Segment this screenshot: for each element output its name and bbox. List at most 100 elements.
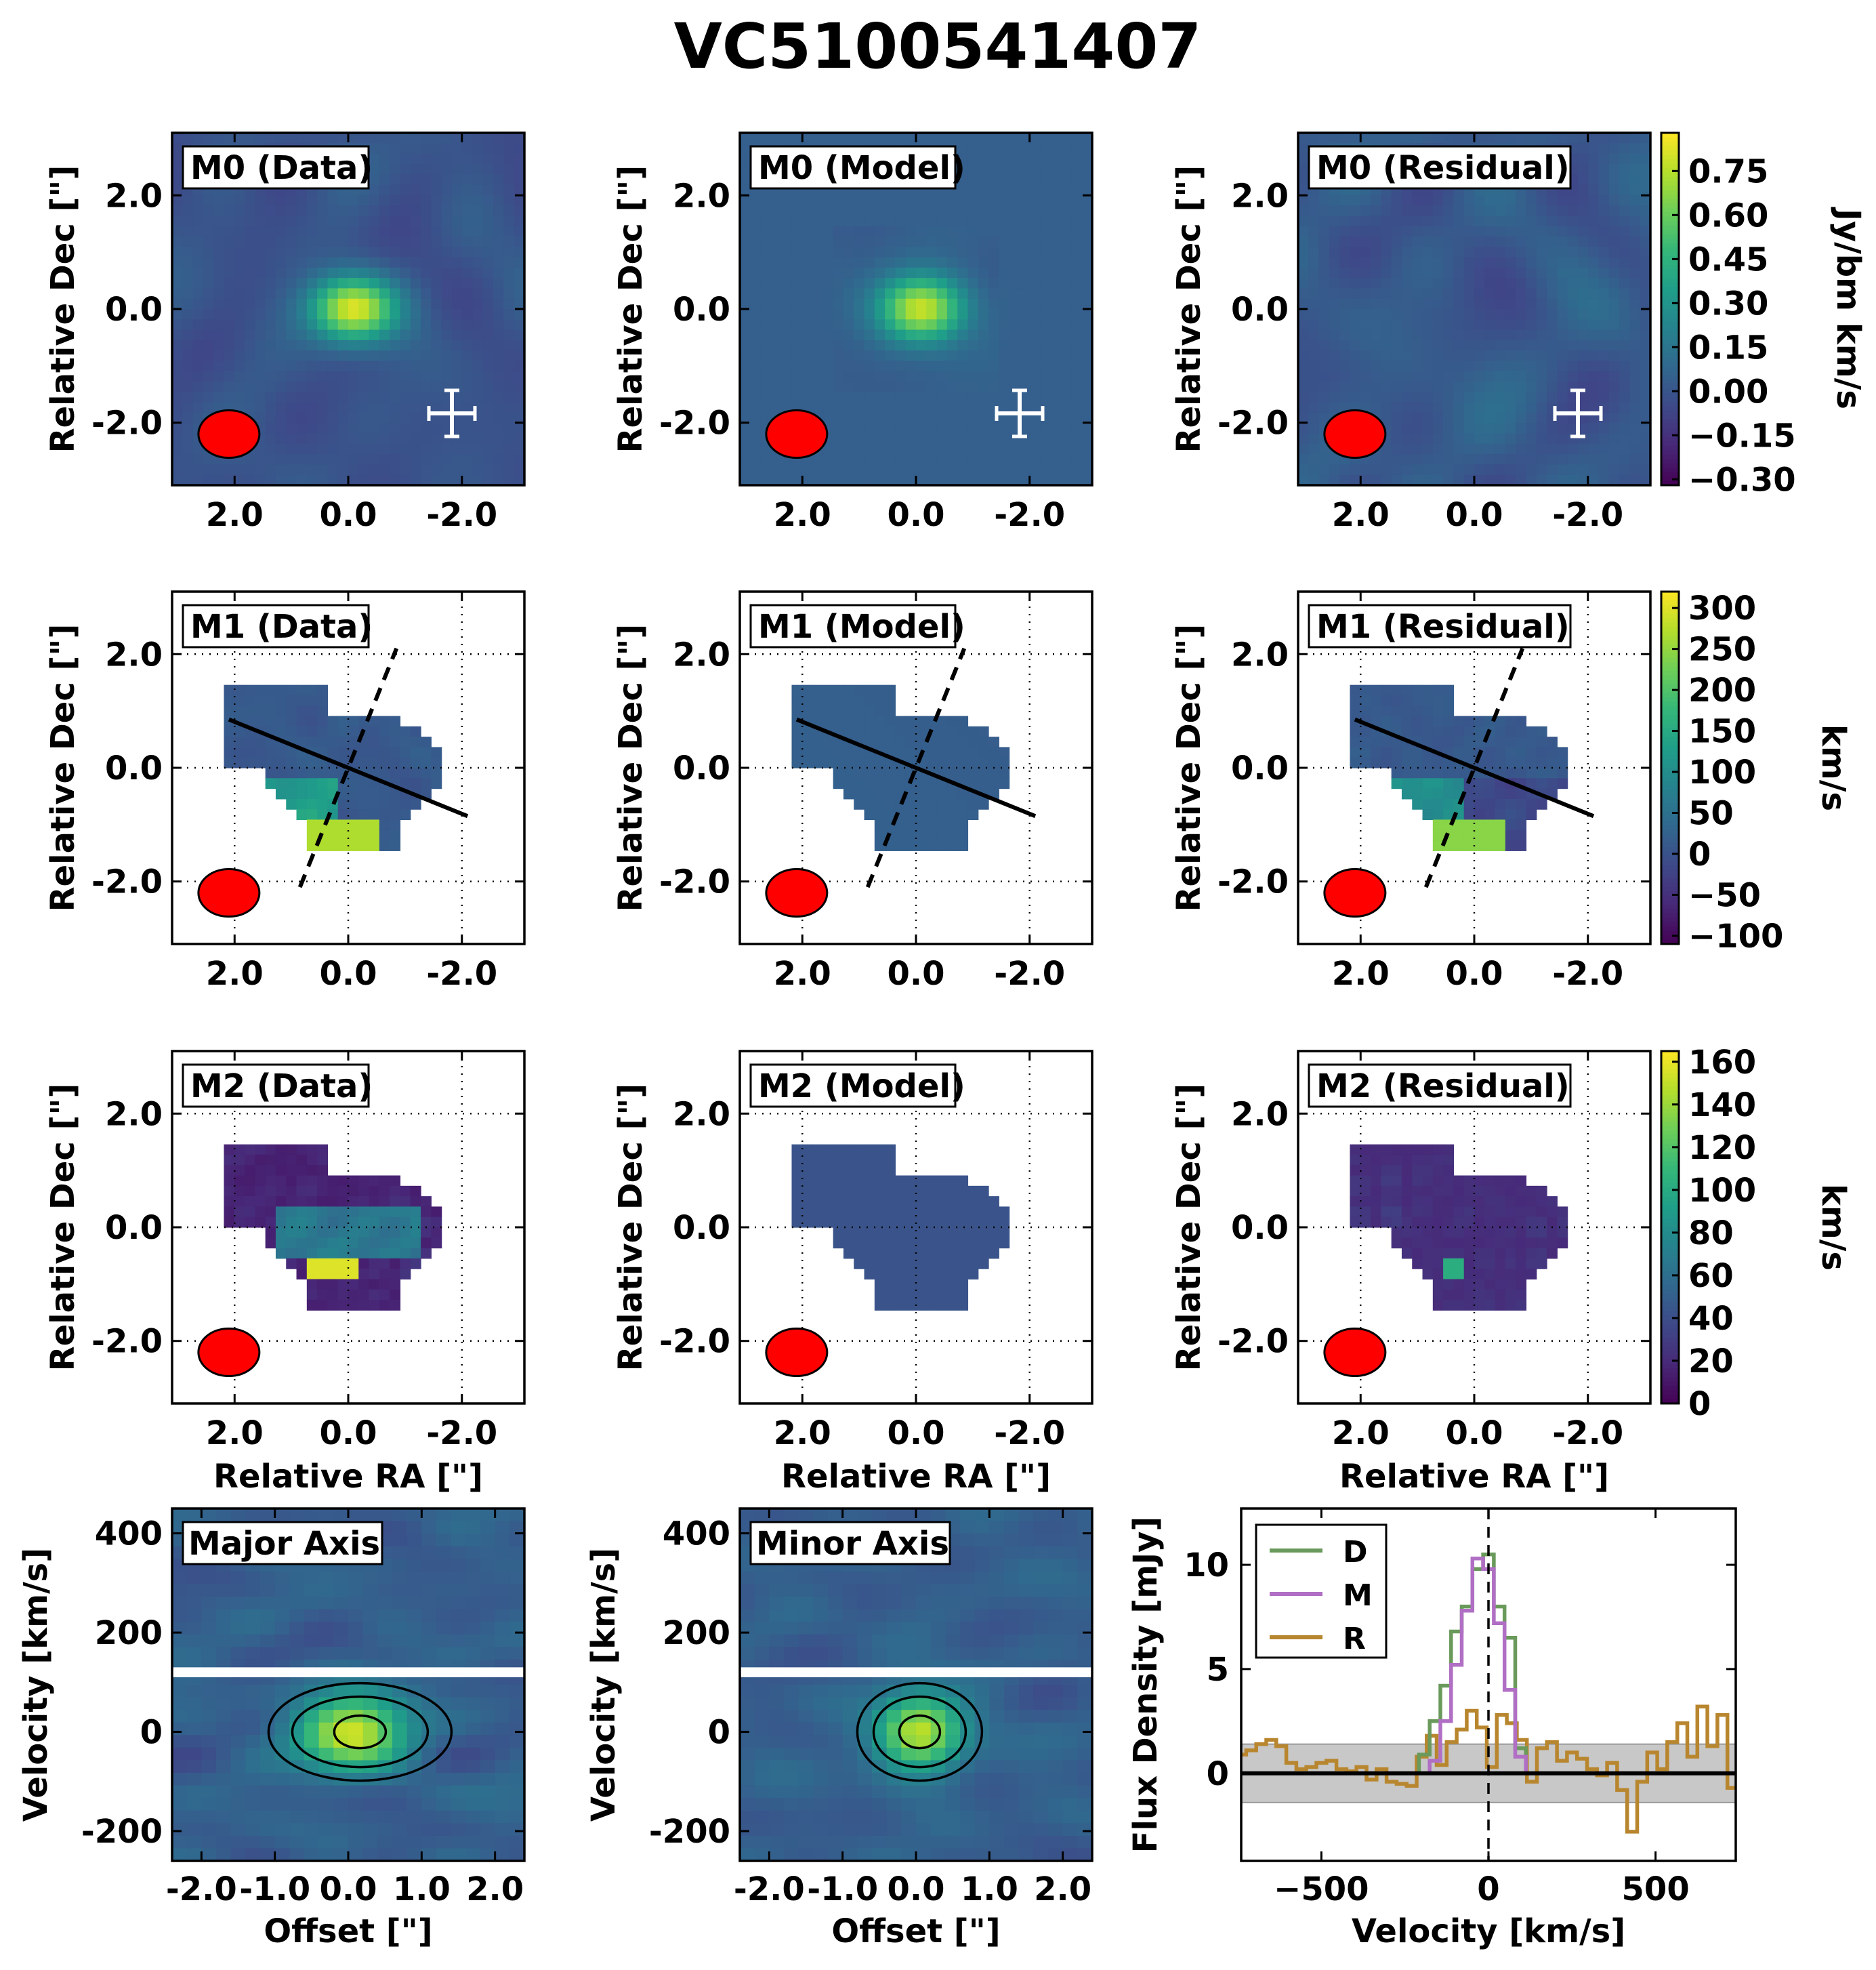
map-pixel (1298, 174, 1309, 186)
map-pixel (864, 309, 875, 320)
map-pixel (1547, 267, 1558, 279)
map-pixel (1443, 423, 1455, 434)
map-pixel (885, 361, 896, 372)
map-pixel (245, 1216, 255, 1228)
map-pixel (905, 298, 917, 310)
map-pixel (854, 1196, 865, 1208)
map-pixel (1371, 236, 1381, 247)
map-pixel (1381, 361, 1392, 372)
map-pixel (1484, 433, 1496, 445)
map-pixel (1412, 695, 1423, 706)
map-pixel (740, 143, 751, 155)
map-pixel (379, 1196, 390, 1208)
map-pixel (245, 288, 255, 300)
map-pixel (1019, 236, 1030, 247)
map-pixel (1040, 153, 1051, 165)
map-pixel (265, 768, 276, 779)
map-pixel (1557, 319, 1568, 331)
map-pixel (379, 757, 390, 768)
map-pixel (224, 1206, 235, 1218)
map-pixel (770, 205, 782, 216)
map-pixel (791, 705, 803, 717)
map-pixel (1516, 267, 1527, 279)
map-pixel (337, 1185, 349, 1197)
map-pixel (1030, 257, 1041, 268)
panel-label: M1 (Model) (758, 608, 965, 646)
map-pixel (822, 1175, 834, 1187)
map-pixel (1308, 350, 1320, 362)
map-pixel (750, 298, 762, 310)
map-pixel (296, 371, 308, 382)
map-pixel (978, 143, 989, 155)
map-pixel (1071, 350, 1083, 362)
map-pixel (275, 788, 287, 800)
map-pixel (379, 184, 390, 196)
map-pixel (1453, 350, 1465, 362)
map-pixel (926, 757, 938, 768)
map-pixel (833, 1237, 844, 1249)
map-pixel (770, 454, 782, 466)
map-pixel (172, 340, 183, 351)
map-pixel (213, 216, 225, 227)
map-pixel (1588, 298, 1600, 310)
map-pixel (441, 392, 453, 403)
map-pixel (864, 788, 875, 800)
map-pixel (503, 474, 515, 486)
map-pixel (801, 340, 813, 351)
map-pixel (337, 1206, 349, 1218)
map-pixel (946, 371, 958, 382)
map-pixel (1453, 329, 1465, 341)
map-pixel (1474, 257, 1485, 268)
map-pixel (1350, 1185, 1361, 1197)
map-pixel (1536, 247, 1547, 258)
map-pixel (472, 350, 484, 362)
map-pixel (1432, 778, 1444, 789)
map-pixel (1391, 412, 1402, 424)
map-pixel (874, 1144, 885, 1155)
map-pixel (1019, 361, 1030, 372)
map-pixel (988, 737, 999, 748)
map-pixel (801, 1165, 813, 1176)
map-pixel (926, 1279, 938, 1290)
map-pixel (895, 236, 906, 247)
map-pixel (1412, 1185, 1423, 1197)
map-pixel (905, 1206, 917, 1218)
map-pixel (1432, 454, 1444, 466)
map-pixel (172, 205, 183, 216)
map-pixel (245, 474, 255, 486)
map-pixel (275, 267, 287, 279)
map-pixel (895, 1196, 906, 1208)
map-pixel (1030, 309, 1041, 320)
map-pixel (1412, 1248, 1423, 1259)
map-pixel (895, 819, 906, 831)
map-pixel (988, 392, 999, 403)
map-pixel (1557, 257, 1568, 268)
map-pixel (306, 1237, 318, 1249)
map-pixel (1422, 705, 1434, 717)
map-pixel (1619, 329, 1631, 341)
map-pixel (255, 1185, 266, 1197)
map-pixel (337, 737, 349, 748)
map-pixel (441, 133, 453, 144)
map-pixel (854, 247, 865, 258)
map-pixel (472, 319, 484, 331)
map-pixel (203, 194, 214, 206)
map-pixel (791, 236, 803, 247)
map-pixel (286, 205, 297, 216)
map-pixel (833, 695, 844, 706)
map-pixel (224, 319, 235, 331)
map-pixel (1381, 194, 1392, 206)
map-pixel (1432, 309, 1444, 320)
map-pixel (1432, 329, 1444, 341)
map-pixel (936, 443, 948, 455)
map-pixel (1071, 371, 1083, 382)
map-pixel (1050, 267, 1062, 279)
map-pixel (1298, 443, 1309, 455)
map-pixel (833, 361, 844, 372)
map-pixel (306, 716, 318, 727)
map-pixel (1081, 288, 1093, 300)
map-pixel (255, 747, 266, 758)
map-pixel (1350, 194, 1361, 206)
map-pixel (1391, 392, 1402, 403)
map-pixel (451, 464, 463, 476)
